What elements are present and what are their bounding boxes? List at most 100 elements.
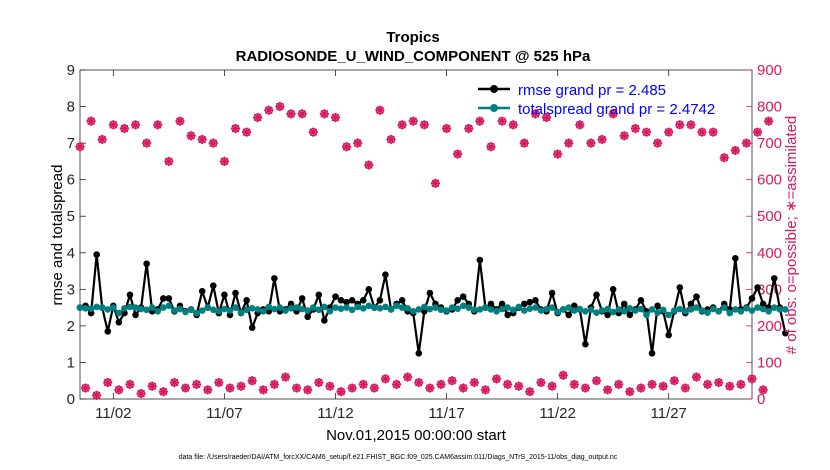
asterisk-stroke: [76, 142, 84, 151]
asterisk-stroke: [620, 131, 629, 140]
rmse-point: [548, 289, 556, 297]
totalspread-point: [198, 307, 206, 314]
obs_assimilated-marker: [297, 109, 307, 119]
legend-rmse-marker: [490, 85, 498, 93]
legend-rmse-label: rmse grand pr = 2.485: [518, 82, 666, 99]
totalspread-point: [304, 307, 312, 314]
asterisk-stroke: [203, 385, 212, 394]
asterisk-stroke: [559, 371, 568, 380]
asterisk-stroke: [453, 150, 462, 158]
obs_assimilated-marker: [397, 120, 407, 130]
obs_assimilated-marker: [564, 138, 574, 148]
obs_assimilated-marker: [608, 109, 618, 119]
asterisk-stroke: [609, 109, 618, 118]
asterisk-stroke: [270, 380, 279, 389]
obs_assimilated-marker: [441, 123, 452, 134]
rmse-point: [498, 300, 506, 308]
totalspread-point: [676, 305, 684, 313]
y-tick-label-right: 900: [757, 62, 782, 79]
totalspread-point: [165, 302, 173, 310]
rmse-point: [648, 350, 656, 357]
totalspread-point: [520, 307, 528, 314]
asterisk-stroke: [487, 142, 495, 151]
totalspread-point: [459, 302, 467, 310]
asterisk-stroke: [692, 373, 701, 381]
y-tick-label-right: 500: [757, 208, 782, 225]
asterisk-stroke: [659, 382, 668, 391]
rmse-point: [160, 295, 167, 302]
totalspread-point: [321, 303, 328, 311]
y-tick-label-right: 0: [757, 391, 765, 408]
rmse-point: [759, 300, 767, 308]
totalspread-point: [293, 304, 300, 311]
obs_assimilated-marker: [597, 134, 607, 145]
rmse-point: [520, 300, 528, 308]
obs_assimilated_low-marker: [514, 381, 524, 391]
rmse-point: [248, 324, 256, 332]
obs_assimilated_low-marker: [591, 376, 602, 386]
totalspread-point: [393, 302, 400, 310]
totalspread-point: [143, 306, 150, 314]
asterisk-stroke: [426, 384, 434, 392]
obs_assimilated_low-marker: [536, 377, 546, 388]
obs_assimilated_low-marker: [303, 385, 313, 395]
y-tick-label-left: 5: [67, 208, 75, 225]
totalspread-point: [187, 306, 195, 314]
asterisk-stroke: [176, 117, 184, 126]
totalspread-point: [104, 306, 112, 313]
totalspread-point: [620, 307, 628, 315]
asterisk-stroke: [664, 128, 673, 137]
asterisk-stroke: [114, 385, 123, 394]
asterisk-stroke: [759, 385, 767, 394]
totalspread-point: [482, 304, 489, 311]
totalspread-point: [509, 306, 517, 314]
obs_assimilated_low-marker: [258, 385, 268, 395]
totalspread-point: [204, 304, 212, 311]
obs_assimilated_low-marker: [525, 387, 535, 397]
obs_assimilated-marker: [86, 116, 96, 126]
rmse-point: [243, 297, 250, 304]
obs_assimilated_low-marker: [580, 383, 590, 393]
totalspread-point: [587, 306, 595, 314]
totalspread-point: [715, 307, 722, 315]
obs_assimilated_low-marker: [480, 385, 491, 395]
obs_assimilated_low-marker: [702, 379, 713, 389]
obs_assimilated_low-marker: [347, 383, 357, 393]
asterisk-stroke: [525, 387, 534, 396]
obs_assimilated_low-marker: [669, 376, 679, 386]
rmse-point: [504, 311, 511, 319]
asterisk-stroke: [414, 378, 423, 387]
totalspread-point: [693, 304, 700, 311]
totalspread-point: [626, 305, 634, 312]
asterisk-stroke: [625, 387, 634, 396]
obs_assimilated_low-marker: [158, 387, 168, 397]
totalspread-point: [487, 306, 495, 313]
asterisk-stroke: [242, 128, 251, 137]
asterisk-stroke: [159, 387, 168, 396]
asterisk-stroke: [103, 378, 112, 387]
totalspread-point: [98, 304, 106, 311]
rmse-point: [365, 286, 373, 293]
asterisk-stroke: [598, 135, 606, 144]
asterisk-stroke: [153, 120, 162, 129]
rmse-point: [754, 284, 761, 291]
y-tick-label-right: 700: [757, 135, 782, 152]
obs_assimilated-marker: [75, 142, 85, 152]
totalspread-point: [454, 305, 461, 313]
obs_assimilated-marker: [419, 120, 429, 130]
totalspread-point: [737, 307, 745, 315]
obs_assimilated_low-marker: [447, 376, 457, 386]
obs_assimilated-marker: [719, 153, 729, 163]
totalspread-point: [221, 305, 228, 313]
rmse-point: [104, 328, 112, 335]
obs_assimilated-marker: [408, 116, 418, 126]
obs_assimilated_low-marker: [503, 379, 513, 389]
totalspread-point: [82, 305, 89, 312]
asterisk-stroke: [614, 380, 623, 389]
obs_assimilated-marker: [364, 160, 374, 170]
obs_assimilated_low-marker: [325, 381, 335, 391]
obs_assimilated-marker: [575, 120, 585, 130]
asterisk-stroke: [126, 380, 134, 389]
obs_assimilated-marker: [286, 109, 296, 119]
obs_assimilated_low-marker: [369, 383, 379, 393]
